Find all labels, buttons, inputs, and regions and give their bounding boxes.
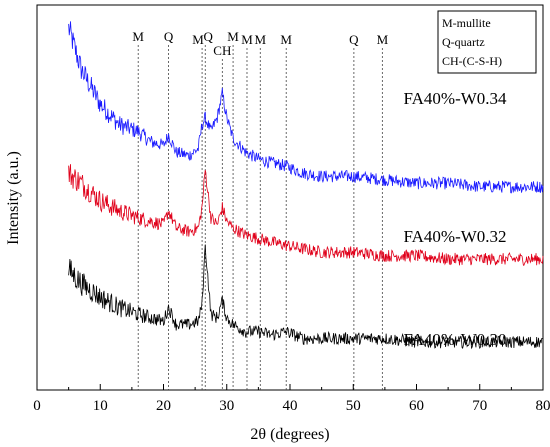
x-tick-label: 40 xyxy=(283,398,298,414)
y-axis-title: Intensity (a.u.) xyxy=(5,151,22,245)
x-axis: 0 10 20 30 40 50 60 70 80 xyxy=(33,384,550,414)
legend-box xyxy=(437,10,537,74)
x-tick-label: 50 xyxy=(346,398,361,414)
x-tick-label: 60 xyxy=(409,398,424,414)
peak-marker-label: M xyxy=(241,32,253,47)
x-tick-label: 30 xyxy=(219,398,234,414)
series-label: FA40%-W0.32 xyxy=(403,227,506,246)
series-line xyxy=(68,21,544,194)
x-tick-label: 80 xyxy=(536,398,550,414)
x-tick-label: 0 xyxy=(33,398,41,414)
x-tick-label: 10 xyxy=(93,398,108,414)
x-tick-label: 70 xyxy=(472,398,487,414)
legend-entry: Q-quartz xyxy=(442,35,485,49)
peak-marker-label: Q xyxy=(204,29,214,44)
peak-marker-label: M xyxy=(280,32,292,47)
peak-marker-label: M xyxy=(377,32,389,47)
x-tick-label: 20 xyxy=(156,398,171,414)
peak-marker-label: Q xyxy=(164,29,174,44)
peak-marker-label: M xyxy=(192,32,204,47)
series-labels: FA40%-W0.34 FA40%-W0.32 FA40%-W0.30 xyxy=(403,89,507,349)
series-group xyxy=(68,21,544,350)
peak-marker-label: M xyxy=(254,32,266,47)
series-label: FA40%-W0.30 xyxy=(403,330,506,349)
peak-marker-label: M xyxy=(132,29,144,44)
peak-marker-label: M xyxy=(227,29,239,44)
series-line xyxy=(68,244,544,350)
x-axis-title: 2θ (degrees) xyxy=(250,426,329,443)
legend-entry: M-mullite xyxy=(442,16,491,30)
peak-marker-label: CH xyxy=(213,43,231,58)
legend: M-mullite Q-quartz CH-(C-S-H) xyxy=(437,10,537,74)
peak-marker-label: Q xyxy=(349,32,359,47)
series-label: FA40%-W0.34 xyxy=(403,89,507,108)
series-line xyxy=(68,164,544,266)
legend-entry: CH-(C-S-H) xyxy=(442,54,502,68)
